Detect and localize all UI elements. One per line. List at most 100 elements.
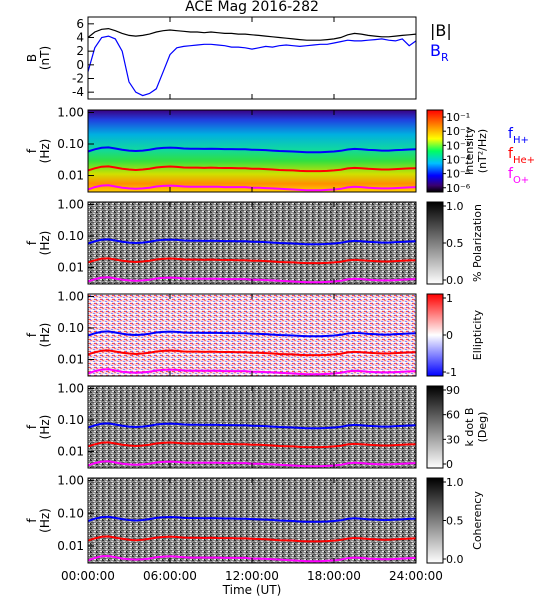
colorbar-title-line-1: Ellipticity: [471, 309, 484, 360]
y-tick-label: 6: [76, 17, 84, 31]
colorbar-title-coherency: Coherency: [471, 491, 484, 550]
colorbar-tick-label: 0.0: [446, 274, 464, 287]
series-b-r-line: [87, 35, 417, 97]
y-tick-label: 1.00: [57, 197, 84, 211]
y-tick-label: 0.01: [57, 169, 84, 183]
panel-intensity: 1.00 0.10 0.01 f (Hz) 10⁻¹10⁻²10⁻³10⁻⁴ 10⁻⁵10⁻…: [25, 105, 535, 194]
series-b-total-line: [87, 27, 417, 41]
colorbar-ellipticity: [426, 293, 444, 377]
colorbar-title-polarization: % Polarization: [471, 204, 484, 282]
colorbar-title-line-1: % Polarization: [471, 204, 484, 282]
colorbar-title-kdotb: k dot B (Deg): [463, 408, 489, 447]
panel-kdotb: 1.00 0.10 0.01 f (Hz) 90 60 30 0 k dot B (Deg): [25, 381, 489, 471]
y-tick-label: 2: [76, 44, 84, 58]
y-tick-label: 0: [76, 58, 84, 72]
colorbar-tick-label: 30: [446, 433, 460, 446]
y-axis-label-line-2: (Hz): [38, 231, 52, 256]
y-tick-label: 1.00: [57, 381, 84, 395]
y-axis-label-line-2: (nT): [38, 46, 52, 70]
y-tick-label: 0.10: [57, 413, 84, 427]
panel-polarization: 1.00 0.10 0.01 f (Hz) 1.0 0.5 0.0 % Polarization: [25, 197, 484, 287]
y-tick-label: 0.10: [57, 229, 84, 243]
colorbar-title-line-1: Coherency: [471, 491, 484, 550]
colorbar-tick-label: 0.0: [446, 553, 464, 566]
y-axis-label-line-1: f: [25, 518, 39, 523]
colorbar-title-line-2: (nT²/Hz): [476, 129, 489, 173]
y-axis-label-line-1: f: [25, 424, 39, 429]
series-f-he-line: [87, 441, 417, 449]
colorbar-tick-label: 10⁻⁴: [446, 153, 471, 166]
y-axis-label-line-2: (Hz): [38, 139, 52, 164]
y-tick-label: 0.01: [57, 445, 84, 459]
colorbar-tick-label: 10⁻³: [446, 139, 470, 152]
y-axis-label: B (nT): [25, 46, 52, 70]
colorbar-tick-label: 1: [446, 292, 453, 305]
x-tick-label-1: 06:00:00: [143, 569, 197, 583]
series-f-h-line: [87, 146, 417, 154]
y-axis-label: f (Hz): [25, 231, 52, 256]
y-axis-label-line-2: (Hz): [38, 323, 52, 348]
y-tick-label: 1.00: [57, 474, 84, 488]
y-axis-label: f (Hz): [25, 415, 52, 440]
colorbar-coherency: [426, 477, 444, 564]
series-f-h-line: [87, 515, 417, 523]
colorbar-tick-label: 1.0: [446, 200, 464, 213]
y-axis-label-line-2: (Hz): [38, 508, 52, 533]
colorbar-tick-label: 10⁻⁶: [446, 182, 471, 195]
y-tick-label: 0.10: [57, 137, 84, 151]
series-f-h-line: [87, 422, 417, 430]
colorbar-tick-label: 10⁻²: [446, 125, 470, 138]
y-axis-label: f (Hz): [25, 139, 52, 164]
y-axis-label: f (Hz): [25, 508, 52, 533]
colorbar-title-line-1: Intensity: [463, 127, 476, 175]
colorbar-tick-label: 0: [446, 329, 453, 342]
x-axis-label: Time (UT): [222, 583, 282, 597]
y-tick-label: 0.01: [57, 539, 84, 553]
legend-entry: BR: [430, 41, 449, 64]
y-tick-label: 1.00: [57, 105, 84, 119]
colorbar-tick-label: 60: [446, 409, 460, 422]
colorbar-tick-label: 0: [446, 458, 453, 471]
legend-entry: fO+: [508, 166, 529, 186]
colorbar-tick-label: 1.0: [446, 476, 464, 489]
y-axis-label-line-1: f: [25, 332, 39, 337]
x-tick-label-3: 18:00:00: [307, 569, 361, 583]
legend-entry: |B|: [430, 21, 452, 40]
colorbar-title-line-2: (Deg): [476, 412, 489, 443]
colorbar-kdotb: [426, 385, 444, 469]
x-tick-label-0: 00:00:00: [61, 569, 115, 583]
colorbar-polarization: [426, 201, 444, 285]
series-f-h-line: [87, 238, 417, 246]
y-tick-label: 4: [76, 31, 84, 45]
legend-entry: fH+: [508, 126, 529, 146]
y-tick-label: 0.01: [57, 353, 84, 367]
x-tick-label-4: 24:00:00: [389, 569, 443, 583]
x-axis: 00:00:00 06:00:00 12:00:00 18:00:00 24:0…: [61, 569, 443, 597]
y-tick-label: 0.10: [57, 321, 84, 335]
y-tick-label: 0.10: [57, 506, 84, 520]
y-tick-label: -2: [72, 72, 84, 86]
series-f-he-line: [87, 165, 417, 173]
panel-coherency: 1.00 0.10 0.01 f (Hz) 1.0 0.5 0.0 Coherency: [25, 474, 484, 566]
series-f-h-line: [87, 330, 417, 338]
series-f-he-line: [87, 535, 417, 543]
series-f-he-line: [87, 349, 417, 357]
colorbar-title-ellipticity: Ellipticity: [471, 309, 484, 360]
colorbar-tick-label: 90: [446, 384, 460, 397]
colorbar-tick-label: 0.5: [446, 515, 464, 528]
x-tick-label-2: 12:00:00: [225, 569, 279, 583]
y-axis-label: f (Hz): [25, 323, 52, 348]
colorbar-intensity: [426, 109, 444, 193]
y-tick-label: 1.00: [57, 289, 84, 303]
panel-mag-background: [88, 17, 416, 99]
y-axis-label-line-1: B: [25, 54, 39, 62]
y-tick-label: 0.01: [57, 261, 84, 275]
colorbar-title-intensity: Intensity (nT²/Hz): [463, 127, 489, 175]
colorbar-tick-label: 10⁻⁵: [446, 168, 470, 181]
panel-ellipticity: 1.00 0.10 0.01 f (Hz) 1 0 -1 Ellipticity: [25, 289, 484, 379]
legend-entry: fHe+: [508, 146, 535, 166]
plot-title: ACE Mag 2016-282: [185, 0, 319, 15]
colorbar-tick-label: 10⁻¹: [446, 111, 470, 124]
